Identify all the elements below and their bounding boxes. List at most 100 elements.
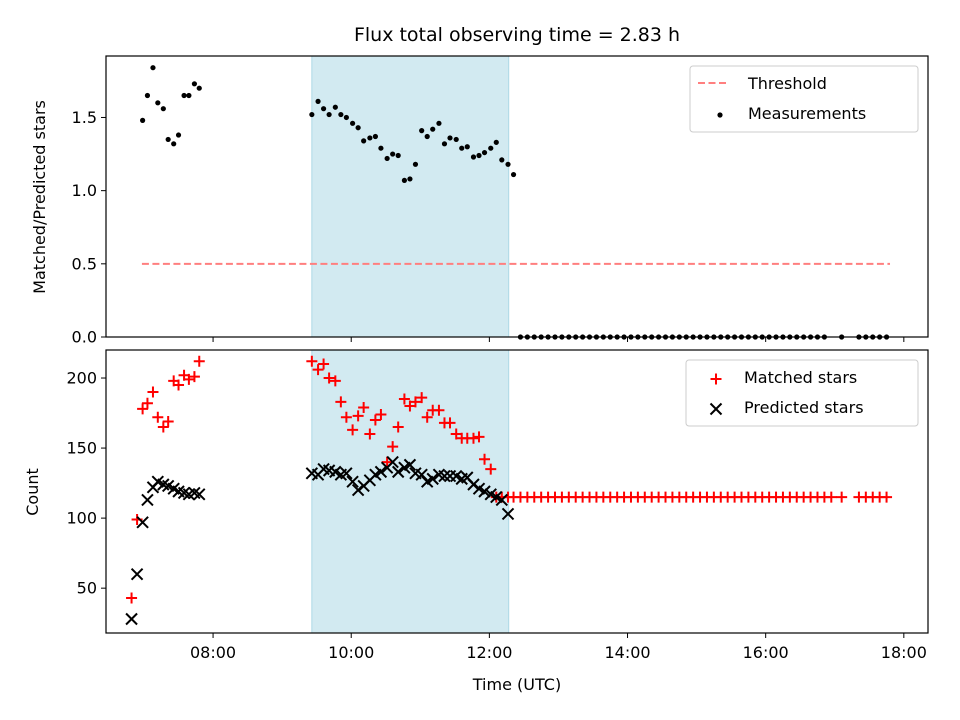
legend-box: [689, 65, 919, 133]
axes-frame: [105, 349, 929, 634]
data-point: [415, 468, 428, 481]
x-tick-label: 08:00: [190, 643, 236, 662]
data-point: [384, 155, 390, 162]
y-tick-label: 0.5: [72, 254, 97, 273]
data-point: [340, 411, 352, 423]
data-point: [181, 92, 187, 99]
data-point: [441, 141, 448, 147]
y-tick-label: 100: [66, 509, 97, 528]
data-point: [390, 151, 396, 157]
data-point: [165, 136, 171, 143]
data-point: [381, 456, 393, 468]
data-point: [147, 386, 159, 398]
data-point: [409, 396, 421, 408]
data-point: [430, 126, 436, 132]
data-point: [401, 177, 408, 184]
data-point: [137, 403, 149, 415]
y-axis-label-top: Matched/Predicted stars: [30, 100, 49, 294]
data-point: [160, 106, 166, 112]
data-point: [155, 100, 161, 106]
data-point: [126, 592, 138, 604]
data-point: [481, 149, 488, 156]
data-point: [306, 355, 318, 367]
x-axis-label: Time (UTC): [472, 675, 561, 694]
data-point: [343, 114, 349, 121]
data-point: [140, 117, 146, 123]
data-point: [141, 493, 154, 507]
data-point: [125, 612, 138, 626]
data-point: [391, 465, 405, 479]
data-point: [188, 371, 200, 383]
data-point: [361, 138, 367, 144]
ratio-panel: 0.0 0.5 1.0 1.5 Threshold Measurements: [72, 55, 929, 347]
x-tick-label: 10:00: [328, 643, 374, 662]
data-point: [130, 567, 144, 581]
data-point: [479, 453, 491, 465]
data-point: [493, 139, 499, 145]
data-point: [329, 375, 341, 387]
data-point: [499, 157, 505, 163]
data-point: [881, 491, 893, 503]
data-point: [346, 475, 359, 488]
data-point: [398, 393, 410, 405]
data-point: [375, 408, 387, 420]
observing-window-span: [311, 349, 510, 634]
data-point: [421, 411, 433, 423]
data-point: [436, 120, 442, 126]
data-point: [395, 152, 401, 159]
legend-label: Measurements: [748, 104, 866, 123]
legend: Matched stars Predicted stars: [685, 359, 919, 427]
data-point: [171, 141, 177, 147]
data-point: [426, 472, 439, 486]
axes-frame: [105, 55, 929, 338]
data-point: [323, 372, 335, 384]
data-point: [488, 145, 494, 151]
data-point: [340, 467, 353, 480]
y-tick-label: 1.5: [72, 108, 97, 127]
data-point: [173, 379, 185, 391]
data-point: [392, 421, 404, 433]
data-point: [433, 404, 445, 416]
data-point: [152, 411, 164, 423]
data-point: [326, 111, 332, 118]
data-point: [162, 415, 174, 427]
data-point: [419, 128, 425, 134]
data-point: [150, 65, 156, 71]
data-point: [825, 491, 837, 503]
data-point: [193, 355, 205, 367]
y-tick-label: 200: [66, 369, 97, 388]
x-tick-label: 18:00: [881, 643, 927, 662]
x-tick-label: 12:00: [466, 643, 512, 662]
data-point: [378, 145, 384, 151]
data-point: [403, 458, 417, 472]
data-point: [175, 132, 182, 138]
data-point: [510, 171, 517, 178]
data-point: [196, 85, 202, 91]
y-tick-label: 1.0: [72, 181, 97, 200]
data-point: [309, 111, 315, 118]
data-point: [320, 106, 327, 112]
x-tick-label: 16:00: [743, 643, 789, 662]
data-point: [183, 373, 195, 385]
y-tick-label: 0.0: [72, 328, 97, 347]
data-point: [332, 104, 338, 110]
data-point: [404, 400, 416, 412]
data-point: [438, 469, 451, 483]
data-point: [141, 397, 153, 409]
data-point: [364, 428, 376, 440]
legend-label: Predicted stars: [744, 398, 864, 417]
x-tick-label: 14:00: [604, 643, 650, 662]
y-tick-label: 150: [66, 439, 97, 458]
legend-swatch: [710, 373, 722, 385]
data-point: [191, 81, 198, 87]
observing-window-span: [311, 55, 510, 338]
data-point: [338, 111, 344, 118]
data-point: [369, 414, 381, 426]
series-predicted-stars: [125, 455, 515, 626]
data-point: [335, 396, 347, 408]
data-point: [374, 465, 388, 479]
data-point: [347, 424, 359, 436]
data-point: [315, 98, 321, 104]
legend: Threshold Measurements: [689, 65, 919, 133]
data-point: [836, 491, 848, 503]
